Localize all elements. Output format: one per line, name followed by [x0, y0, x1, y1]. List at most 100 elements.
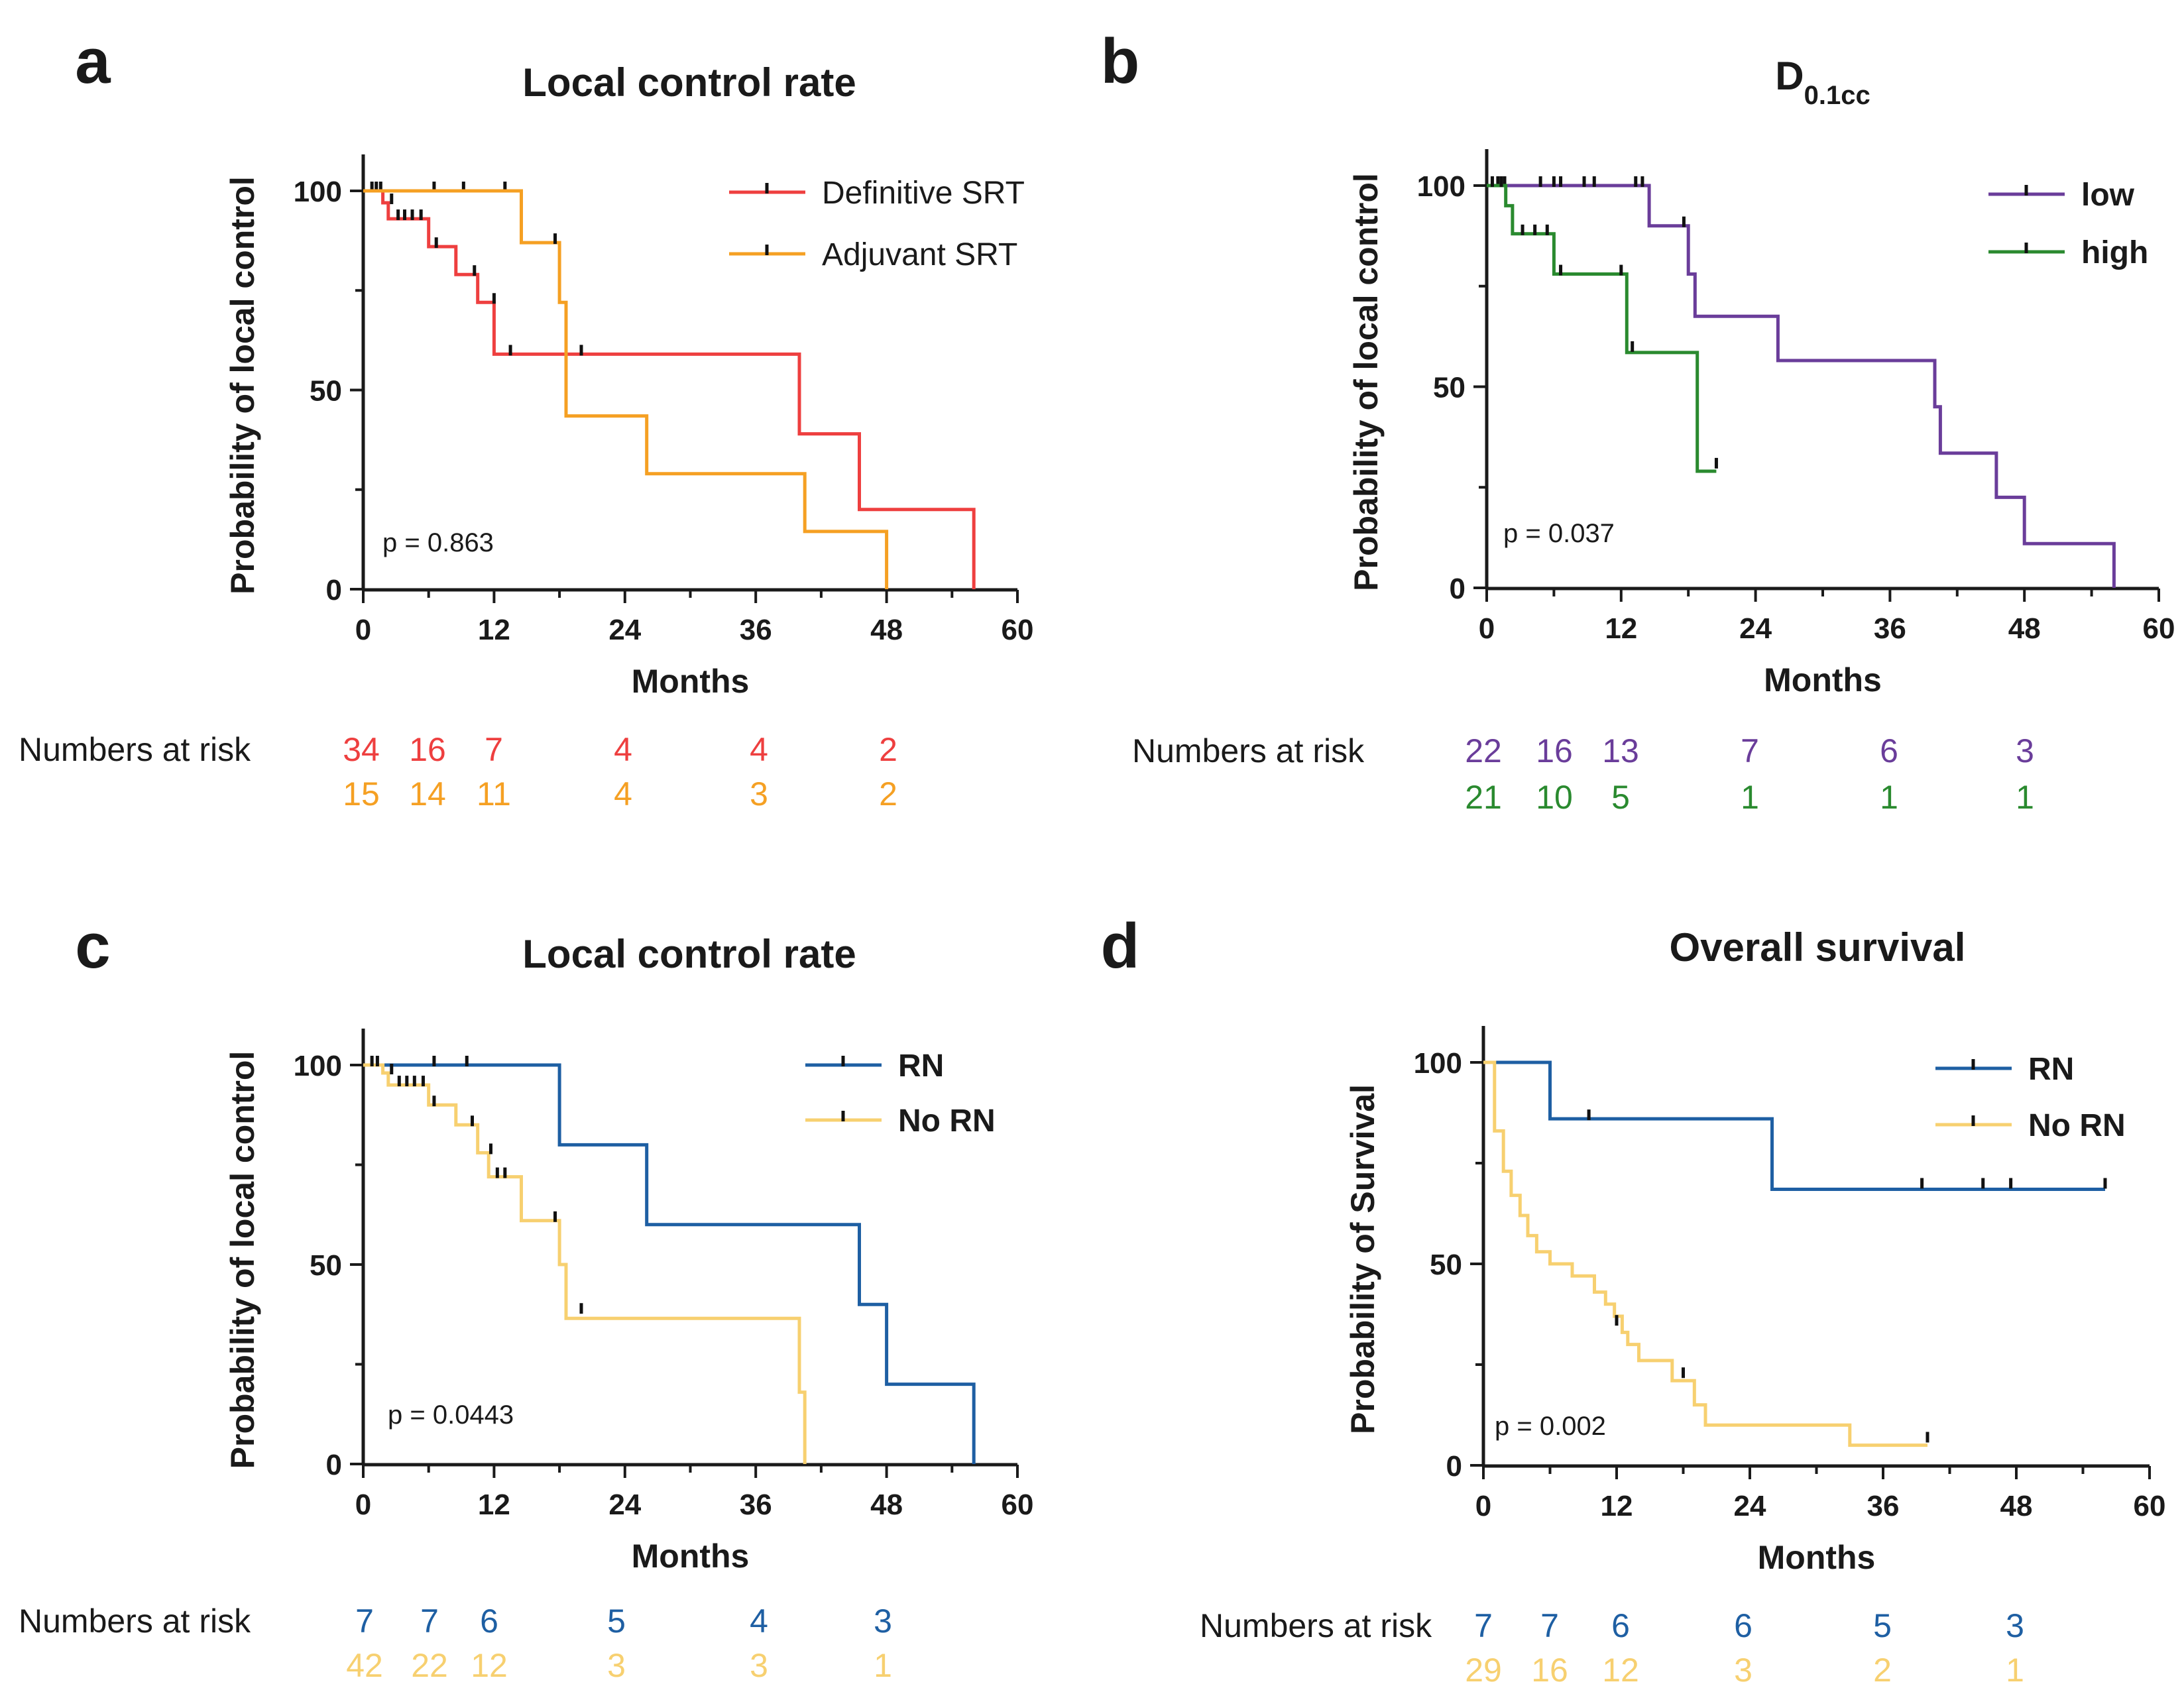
risk-count: 42 [346, 1647, 383, 1684]
y-tick-label: 100 [294, 1050, 342, 1082]
risk-count: 11 [477, 775, 511, 813]
y-tick-label: 50 [310, 375, 342, 408]
panel-letter: b [1101, 26, 1140, 97]
panel-letter: d [1101, 911, 1140, 982]
risk-count: 3 [750, 775, 768, 813]
risk-count: 3 [750, 1647, 768, 1684]
legend-label: Adjuvant SRT [822, 237, 1017, 272]
x-tick-label: 36 [1874, 612, 1906, 645]
risk-count: 7 [1540, 1607, 1559, 1644]
y-tick-label: 100 [1417, 170, 1466, 203]
x-axis-label: Months [1764, 661, 1882, 699]
risk-table-label: Numbers at risk [1132, 732, 1365, 769]
x-tick-label: 24 [1734, 1490, 1766, 1522]
risk-count: 5 [607, 1603, 626, 1640]
risk-count: 4 [750, 731, 768, 768]
risk-count: 6 [1880, 732, 1898, 769]
legend-label: Definitive SRT [822, 176, 1025, 211]
panel-letter: c [75, 911, 110, 982]
x-tick-label: 36 [1867, 1490, 1900, 1522]
x-tick-label: 12 [1605, 612, 1637, 645]
x-tick-label: 0 [355, 1489, 371, 1521]
chart-title: D0.1cc [1775, 54, 1870, 110]
risk-table-label: Numbers at risk [19, 731, 251, 768]
p-value: p = 0.037 [1503, 519, 1615, 548]
x-tick-label: 36 [740, 1489, 772, 1521]
y-tick-label: 0 [326, 1449, 342, 1481]
risk-count: 29 [1465, 1652, 1502, 1689]
risk-count: 1 [1880, 779, 1898, 816]
risk-count: 12 [471, 1647, 508, 1684]
risk-count: 10 [1536, 779, 1573, 816]
x-tick-label: 60 [2143, 612, 2175, 645]
chart-title: Local control rate [522, 60, 856, 105]
x-tick-label: 24 [1739, 612, 1772, 645]
x-tick-label: 48 [870, 1489, 903, 1521]
x-tick-label: 0 [1475, 1490, 1491, 1522]
legend-label: No RN [2028, 1108, 2126, 1143]
x-tick-label: 48 [2000, 1490, 2033, 1522]
risk-count: 3 [607, 1647, 626, 1684]
risk-count: 5 [1611, 779, 1630, 816]
series-line-low [1487, 184, 2116, 588]
y-tick-label: 100 [294, 176, 342, 208]
legend-label: RN [2028, 1052, 2074, 1087]
risk-count: 12 [1602, 1652, 1639, 1689]
series-line-no-rn [1483, 1060, 1927, 1447]
risk-count: 2 [879, 731, 897, 768]
legend-label: No RN [898, 1103, 996, 1139]
risk-count: 7 [420, 1603, 439, 1640]
risk-count: 7 [485, 731, 503, 768]
risk-table-label: Numbers at risk [1200, 1607, 1432, 1644]
risk-count: 16 [409, 731, 446, 768]
risk-count: 1 [1741, 779, 1759, 816]
series-line-adjuvant-srt [363, 189, 889, 589]
x-tick-label: 0 [1479, 612, 1495, 645]
y-axis-label: Probability of local control [224, 176, 261, 594]
risk-count: 6 [1611, 1607, 1630, 1644]
series-line-definitive-srt [363, 189, 976, 589]
risk-count: 3 [1734, 1652, 1753, 1689]
chart-title: Local control rate [522, 932, 856, 976]
risk-count: 13 [1602, 732, 1639, 769]
y-tick-label: 0 [1446, 1450, 1462, 1483]
x-tick-label: 48 [870, 614, 903, 646]
p-value: p = 0.002 [1495, 1412, 1606, 1441]
series-line-no-rn [363, 1063, 807, 1464]
risk-count: 22 [1465, 732, 1502, 769]
risk-count: 1 [2006, 1652, 2024, 1689]
risk-count: 34 [343, 731, 380, 768]
risk-count: 7 [1474, 1607, 1493, 1644]
p-value: p = 0.863 [382, 528, 494, 557]
risk-table-label: Numbers at risk [19, 1603, 251, 1640]
legend-label: high [2081, 235, 2148, 270]
y-tick-label: 50 [1430, 1249, 1462, 1281]
risk-count: 7 [355, 1603, 374, 1640]
chart-title: Overall survival [1670, 925, 1966, 970]
x-tick-label: 60 [2134, 1490, 2166, 1522]
x-tick-label: 0 [355, 614, 371, 646]
y-tick-label: 100 [1414, 1047, 1462, 1080]
risk-count: 1 [2016, 779, 2034, 816]
legend-label: RN [898, 1048, 944, 1084]
risk-count: 5 [1873, 1607, 1892, 1644]
x-tick-label: 12 [478, 1489, 510, 1521]
risk-count: 14 [409, 775, 446, 813]
y-tick-label: 50 [1433, 372, 1466, 404]
y-axis-label: Probability of local control [224, 1051, 261, 1469]
x-axis-label: Months [632, 1538, 750, 1575]
x-axis-label: Months [632, 663, 750, 700]
x-tick-label: 12 [478, 614, 510, 646]
series-line-rn [1483, 1060, 2105, 1191]
risk-count: 16 [1531, 1652, 1568, 1689]
y-axis-label: Probability of local control [1348, 173, 1385, 591]
y-axis-label: Probability of Survival [1344, 1084, 1381, 1434]
risk-count: 2 [879, 775, 897, 813]
y-tick-label: 0 [1450, 573, 1466, 605]
risk-count: 1 [874, 1647, 892, 1684]
series-line-high [1487, 184, 1717, 473]
x-tick-label: 24 [608, 1489, 641, 1521]
